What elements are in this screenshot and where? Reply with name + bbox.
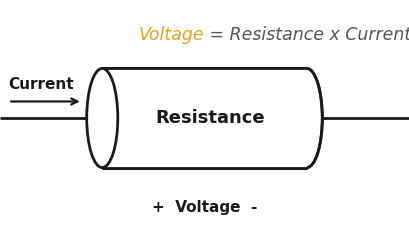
Text: Voltage: Voltage <box>139 26 204 44</box>
Ellipse shape <box>291 68 322 168</box>
Text: = Resistance x Current: = Resistance x Current <box>204 26 409 44</box>
Text: Resistance: Resistance <box>156 109 265 127</box>
Bar <box>102 68 307 168</box>
Text: Current: Current <box>8 77 74 93</box>
Text: +  Voltage  -: + Voltage - <box>152 200 257 215</box>
Bar <box>102 68 307 168</box>
Ellipse shape <box>87 68 118 168</box>
